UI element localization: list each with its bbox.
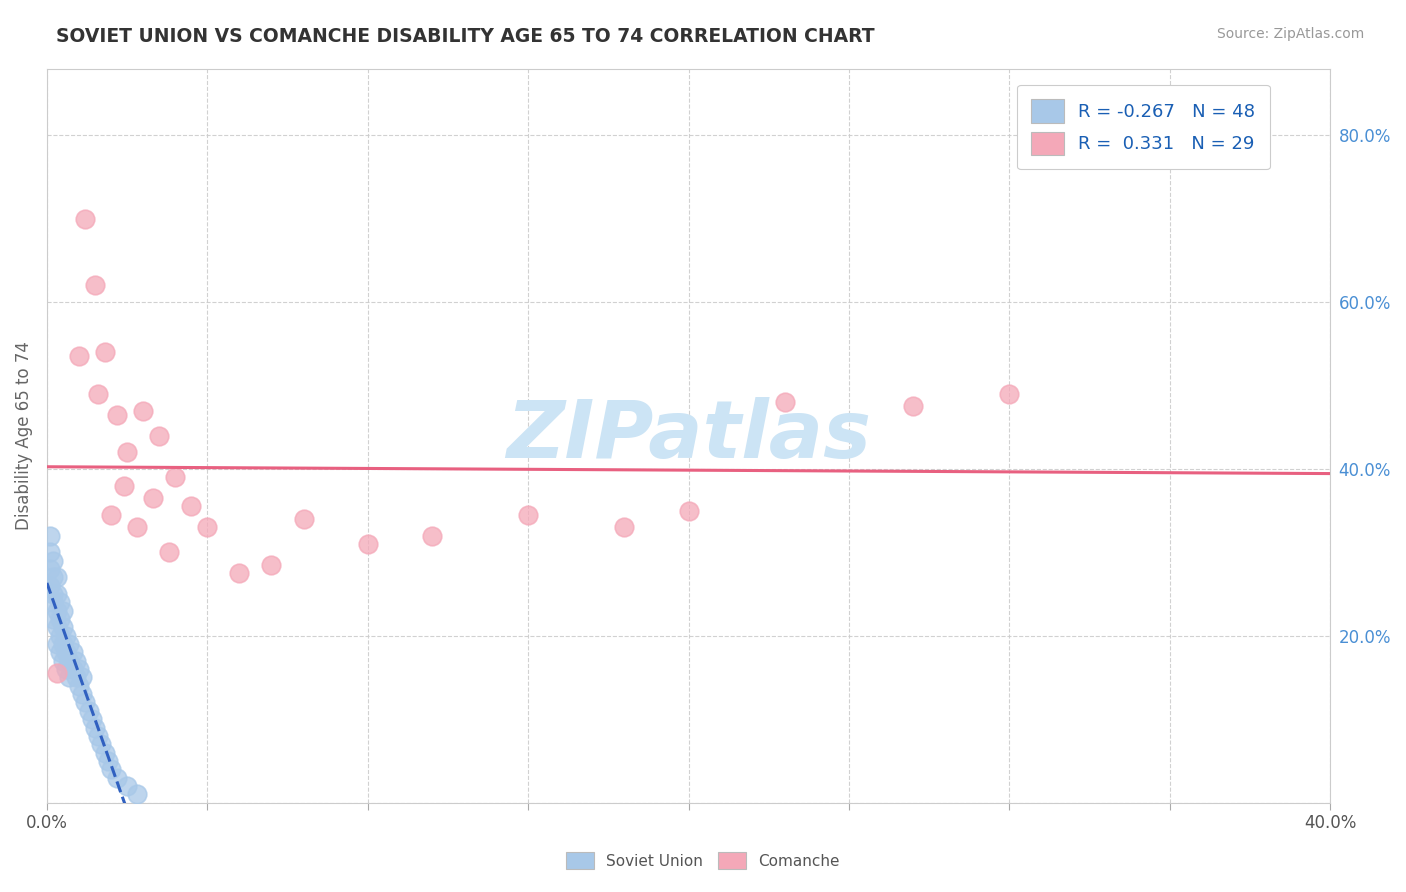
Point: [180, 500, 202, 514]
Point: [678, 503, 700, 517]
Point: [62, 645, 84, 659]
Point: [148, 428, 170, 442]
Point: [115, 445, 138, 459]
Text: ZIPatlas: ZIPatlas: [506, 397, 872, 475]
Point: [67, 679, 90, 693]
Point: [62, 662, 84, 676]
Point: [42, 587, 65, 601]
Point: [48, 612, 70, 626]
Point: [58, 670, 80, 684]
Point: [39, 545, 62, 559]
Point: [157, 545, 180, 559]
Point: [55, 662, 77, 676]
Point: [65, 654, 87, 668]
Point: [67, 662, 90, 676]
Point: [45, 637, 67, 651]
Point: [58, 637, 80, 651]
Point: [142, 491, 165, 505]
Text: SOVIET UNION VS COMANCHE DISABILITY AGE 65 TO 74 CORRELATION CHART: SOVIET UNION VS COMANCHE DISABILITY AGE …: [56, 27, 875, 45]
Text: Source: ZipAtlas.com: Source: ZipAtlas.com: [1216, 27, 1364, 41]
Point: [45, 587, 67, 601]
Point: [45, 620, 67, 634]
Point: [97, 754, 120, 768]
Point: [90, 737, 112, 751]
Point: [100, 508, 122, 522]
Point: [42, 612, 65, 626]
Point: [84, 721, 107, 735]
Point: [357, 537, 380, 551]
Point: [45, 666, 67, 681]
Point: [39, 529, 62, 543]
Point: [773, 395, 796, 409]
Point: [420, 529, 443, 543]
Point: [165, 470, 187, 484]
Point: [75, 211, 97, 226]
Point: [45, 570, 67, 584]
Point: [901, 400, 924, 414]
Point: [80, 712, 103, 726]
Point: [77, 704, 100, 718]
Y-axis label: Disability Age 65 to 74: Disability Age 65 to 74: [15, 341, 32, 530]
Point: [58, 654, 80, 668]
Point: [107, 771, 129, 785]
Point: [93, 746, 115, 760]
Point: [48, 629, 70, 643]
Point: [48, 595, 70, 609]
Point: [93, 345, 115, 359]
Point: [39, 579, 62, 593]
Point: [87, 729, 110, 743]
Point: [55, 629, 77, 643]
Point: [115, 779, 138, 793]
Point: [42, 595, 65, 609]
Point: [228, 566, 250, 581]
Point: [48, 645, 70, 659]
Point: [112, 478, 135, 492]
Point: [100, 762, 122, 776]
Point: [52, 604, 75, 618]
Legend: Soviet Union, Comanche: Soviet Union, Comanche: [561, 846, 845, 875]
Point: [67, 349, 90, 363]
Point: [87, 387, 110, 401]
Point: [107, 408, 129, 422]
Legend: R = -0.267   N = 48, R =  0.331   N = 29: R = -0.267 N = 48, R = 0.331 N = 29: [1017, 85, 1270, 169]
Point: [132, 403, 155, 417]
Point: [260, 558, 283, 572]
Point: [70, 687, 93, 701]
Point: [65, 670, 87, 684]
Point: [998, 387, 1021, 401]
Point: [84, 278, 107, 293]
Point: [42, 554, 65, 568]
Point: [70, 670, 93, 684]
Point: [55, 645, 77, 659]
Point: [125, 520, 148, 534]
Point: [292, 512, 315, 526]
Point: [39, 562, 62, 576]
Point: [52, 654, 75, 668]
Point: [52, 620, 75, 634]
Point: [125, 787, 148, 801]
Point: [52, 637, 75, 651]
Point: [42, 570, 65, 584]
Point: [75, 696, 97, 710]
Point: [195, 520, 218, 534]
Point: [517, 508, 540, 522]
Point: [613, 520, 636, 534]
Point: [45, 604, 67, 618]
